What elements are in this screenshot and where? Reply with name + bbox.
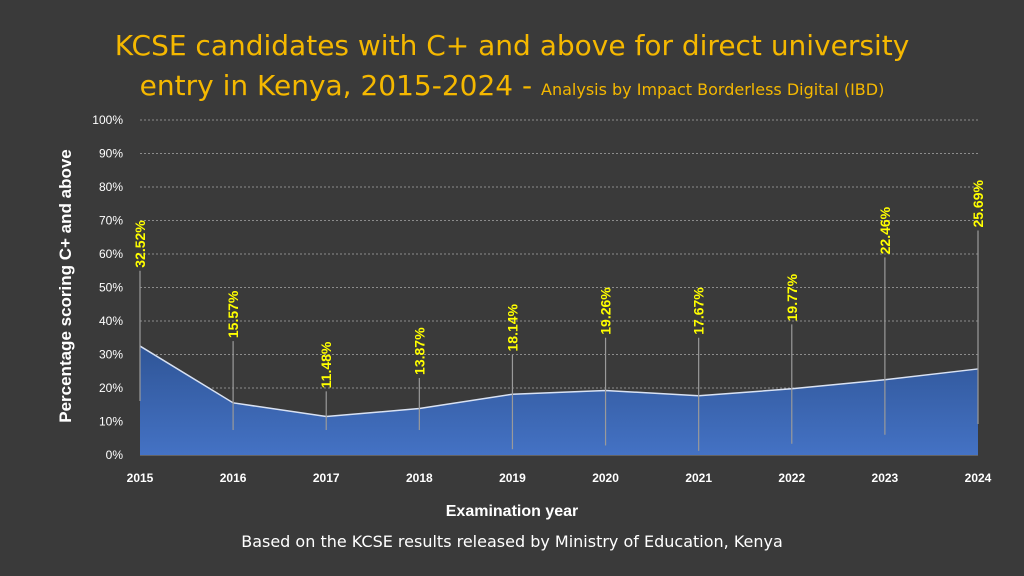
x-tick-label: 2022 (778, 471, 805, 485)
x-tick-label: 2023 (872, 471, 899, 485)
x-tick-label: 2016 (220, 471, 247, 485)
data-label: 17.67% (691, 287, 707, 335)
chart-title: KCSE candidates with C+ and above for di… (0, 26, 1024, 110)
y-tick-label: 80% (99, 180, 123, 194)
title-line-2-main: entry in Kenya, 2015-2024 - (139, 69, 542, 102)
y-tick-label: 60% (99, 247, 123, 261)
x-axis-title: Examination year (445, 503, 579, 520)
x-tick-label: 2017 (313, 471, 340, 485)
y-tick-label: 90% (99, 147, 123, 161)
label-leader-lines (139, 230, 979, 451)
y-tick-label: 30% (99, 348, 123, 362)
source-note: Based on the KCSE results released by Mi… (241, 532, 783, 551)
title-subtitle: Analysis by Impact Borderless Digital (I… (541, 80, 885, 99)
data-label: 15.57% (225, 290, 241, 338)
data-label: 32.52% (132, 220, 148, 268)
x-tick-label: 2015 (127, 471, 154, 485)
x-tick-label: 2019 (499, 471, 526, 485)
title-line-2: entry in Kenya, 2015-2024 - Analysis by … (0, 66, 1024, 110)
y-axis-tick-labels: 0% 10% 20% 30% 40% 50% 60% 70% 80% 90% 100% (92, 113, 123, 462)
area-fill (140, 346, 978, 455)
data-label: 25.69% (970, 180, 986, 228)
data-label: 11.48% (318, 341, 334, 388)
data-label: 19.77% (784, 273, 800, 321)
data-label: 22.46% (877, 206, 893, 254)
area-line (139, 345, 979, 418)
x-tick-label: 2018 (406, 471, 433, 485)
title-line-1: KCSE candidates with C+ and above for di… (114, 29, 910, 62)
y-tick-label: 10% (99, 415, 123, 429)
x-tick-label: 2024 (965, 471, 992, 485)
area-series (139, 345, 979, 455)
y-tick-label: 100% (92, 113, 123, 127)
data-label: 18.14% (504, 303, 520, 351)
y-tick-label: 70% (99, 214, 123, 228)
y-tick-label: 20% (99, 381, 123, 395)
x-tick-label: 2020 (592, 471, 619, 485)
data-label: 19.26% (598, 287, 614, 335)
y-tick-label: 0% (106, 448, 124, 462)
data-labels: 32.52% 15.57% 11.48% 13.87% 18.14% 19.26% 17.6… (132, 180, 986, 389)
y-tick-label: 40% (99, 314, 123, 328)
y-tick-label: 50% (99, 281, 123, 295)
data-label: 13.87% (411, 327, 427, 375)
x-axis-tick-labels: 2015 2016 2017 2018 2019 2020 2021 2022 2023 2024 (127, 471, 992, 485)
x-tick-label: 2021 (685, 471, 712, 485)
y-axis-title: Percentage scoring C+ and above (56, 149, 75, 423)
